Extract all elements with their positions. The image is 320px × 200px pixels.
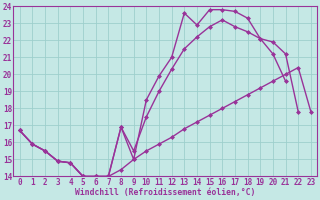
X-axis label: Windchill (Refroidissement éolien,°C): Windchill (Refroidissement éolien,°C) <box>75 188 255 197</box>
